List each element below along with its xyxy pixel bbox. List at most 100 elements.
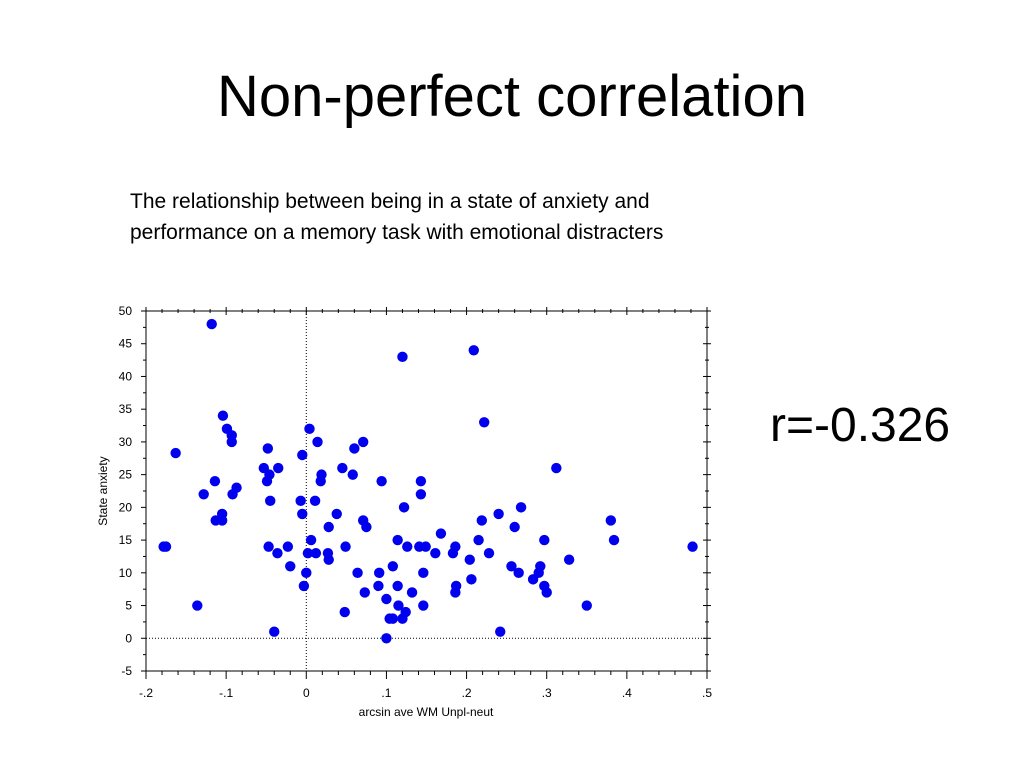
data-point — [337, 462, 348, 474]
x-tick-label: .4 — [622, 686, 632, 700]
y-axis-title: State anxiety — [96, 456, 110, 525]
y-tick-label: 10 — [119, 566, 133, 580]
data-point — [476, 515, 487, 526]
data-point — [170, 447, 181, 459]
data-point — [310, 547, 322, 559]
data-point — [323, 554, 334, 565]
data-point — [466, 574, 477, 585]
x-tick-label: 0 — [303, 686, 310, 700]
data-point — [468, 345, 479, 356]
data-point — [361, 521, 372, 533]
data-point — [397, 351, 408, 363]
data-point — [331, 508, 342, 520]
data-point — [272, 547, 283, 559]
data-point — [402, 541, 413, 552]
data-point — [305, 534, 317, 546]
data-point — [265, 495, 276, 507]
data-point — [376, 475, 387, 487]
data-point — [435, 528, 447, 539]
data-point — [160, 541, 172, 552]
data-point — [339, 606, 350, 618]
data-point — [269, 626, 280, 637]
correlation-value: r=-0.326 — [770, 399, 951, 452]
data-point — [263, 541, 274, 552]
data-point — [374, 567, 385, 579]
y-tick-label: 25 — [119, 468, 133, 482]
data-point — [464, 554, 475, 565]
data-point — [493, 508, 504, 520]
chart-caption: The relationship between being in a stat… — [130, 190, 664, 244]
data-point — [206, 318, 217, 330]
data-point — [216, 508, 228, 520]
data-point — [483, 547, 495, 559]
data-point — [285, 561, 296, 572]
y-tick-label: -5 — [121, 664, 132, 678]
x-tick-label: .3 — [542, 686, 552, 700]
y-tick-label: 40 — [119, 369, 133, 383]
data-point — [509, 521, 520, 533]
data-point — [347, 469, 358, 480]
data-point — [349, 443, 360, 454]
data-point — [373, 580, 384, 592]
data-point — [198, 489, 209, 500]
data-point — [398, 502, 410, 513]
data-point — [420, 541, 431, 552]
data-point — [264, 469, 275, 480]
data-point — [605, 515, 617, 526]
data-point — [430, 547, 441, 559]
data-point — [312, 436, 323, 448]
data-point — [387, 561, 399, 572]
reference-lines — [146, 311, 707, 671]
data-point — [392, 580, 403, 592]
data-point — [352, 567, 363, 579]
data-point — [262, 443, 274, 454]
x-axis-title: arcsin ave WM Unpl-neut — [359, 705, 494, 719]
data-point — [450, 580, 462, 592]
data-point — [387, 613, 399, 624]
data-point — [357, 436, 369, 448]
data-point — [295, 495, 306, 507]
x-tick-label: -.1 — [219, 686, 233, 700]
data-point — [298, 580, 310, 592]
data-point — [301, 567, 312, 579]
data-point — [418, 600, 429, 611]
slide-title: Non-perfect correlation — [217, 64, 807, 129]
data-point — [231, 482, 242, 493]
y-tick-label: 15 — [119, 533, 133, 547]
y-tick-label: 50 — [119, 304, 133, 318]
data-point — [551, 462, 562, 474]
data-point — [406, 587, 418, 598]
data-point — [359, 587, 370, 598]
y-tick-label: 35 — [119, 402, 133, 416]
data-point — [297, 508, 308, 520]
y-tick-label: 5 — [125, 599, 132, 613]
data-point — [539, 534, 550, 546]
data-point — [608, 534, 620, 546]
data-point — [297, 449, 308, 461]
data-point — [226, 436, 237, 448]
data-point — [400, 606, 411, 618]
data-point — [392, 534, 403, 546]
data-point — [495, 626, 506, 637]
data-point — [217, 410, 229, 421]
data-point — [381, 633, 392, 644]
data-point — [302, 547, 314, 559]
data-point — [209, 475, 221, 487]
data-point — [473, 534, 484, 546]
y-tick-label: 0 — [125, 631, 132, 645]
y-tick-label: 20 — [119, 500, 133, 514]
x-tick-label: .2 — [462, 686, 472, 700]
data-point — [506, 561, 517, 572]
data-point — [479, 417, 490, 428]
data-point — [340, 541, 351, 552]
data-point — [309, 495, 321, 507]
x-axis-ticks: -.2 -.1 0 .1 .2 .3 .4 .5 — [139, 307, 712, 700]
data-point — [381, 593, 392, 605]
data-point — [415, 489, 427, 500]
y-axis-ticks: -5 0 5 10 15 20 25 30 35 40 45 50 — [119, 304, 711, 678]
data-point — [316, 469, 327, 480]
data-point — [415, 475, 427, 487]
x-tick-label: -.2 — [139, 686, 153, 700]
data-point — [687, 541, 698, 552]
data-point — [541, 587, 552, 598]
